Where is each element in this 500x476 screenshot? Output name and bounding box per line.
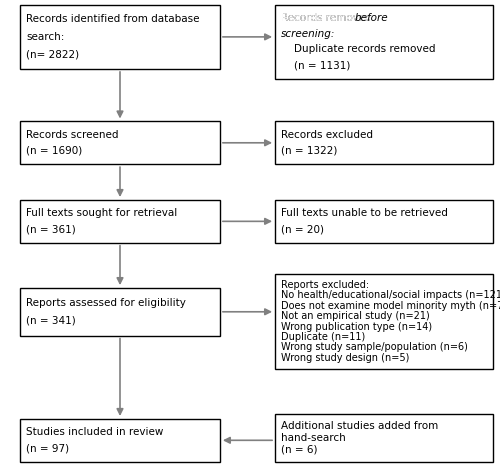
FancyBboxPatch shape [275,200,492,243]
Text: Studies included in review: Studies included in review [26,427,164,437]
FancyBboxPatch shape [275,121,492,164]
Text: Reports assessed for eligibility: Reports assessed for eligibility [26,298,186,308]
Text: Wrong publication type (n=14): Wrong publication type (n=14) [281,321,432,332]
Text: (n = 341): (n = 341) [26,316,76,326]
Text: before: before [354,13,388,23]
Text: (n = 1322): (n = 1322) [281,146,338,156]
FancyBboxPatch shape [20,5,220,69]
Text: (n = 1131): (n = 1131) [294,60,350,70]
Text: hand-search: hand-search [281,433,346,443]
Text: Records removed: Records removed [281,13,375,23]
Text: Records removed                 before: Records removed before [281,13,461,23]
FancyBboxPatch shape [20,121,220,164]
Text: Not an empirical study (n=21): Not an empirical study (n=21) [281,311,430,321]
FancyBboxPatch shape [20,419,220,462]
Text: search:: search: [26,32,64,42]
FancyBboxPatch shape [20,200,220,243]
Text: Duplicate records removed: Duplicate records removed [294,44,435,54]
Text: (n = 6): (n = 6) [281,445,318,455]
Text: Full texts sought for retrieval: Full texts sought for retrieval [26,208,177,218]
Text: Reports excluded:: Reports excluded: [281,279,369,290]
FancyBboxPatch shape [275,274,492,369]
Text: Wrong study design (n=5): Wrong study design (n=5) [281,353,409,363]
FancyBboxPatch shape [20,288,220,336]
Text: (n = 361): (n = 361) [26,224,76,234]
FancyBboxPatch shape [275,5,492,79]
Text: (n= 2822): (n= 2822) [26,50,79,60]
Text: screening:: screening: [281,29,336,39]
Text: (n = 20): (n = 20) [281,224,324,234]
Text: Records identified from database: Records identified from database [26,14,200,24]
Text: Full texts unable to be retrieved: Full texts unable to be retrieved [281,208,448,218]
Text: No health/educational/social impacts (n=121): No health/educational/social impacts (n=… [281,290,500,300]
Text: (n = 97): (n = 97) [26,443,69,453]
Text: Records screened: Records screened [26,130,118,140]
Text: Additional studies added from: Additional studies added from [281,421,438,431]
Text: (n = 1690): (n = 1690) [26,146,82,156]
Text: Duplicate (n=11): Duplicate (n=11) [281,332,365,342]
Text: Wrong study sample/population (n=6): Wrong study sample/population (n=6) [281,342,468,353]
Text: Does not examine model minority myth (n=72): Does not examine model minority myth (n=… [281,300,500,311]
Text: Records excluded: Records excluded [281,130,373,140]
FancyBboxPatch shape [275,414,492,462]
